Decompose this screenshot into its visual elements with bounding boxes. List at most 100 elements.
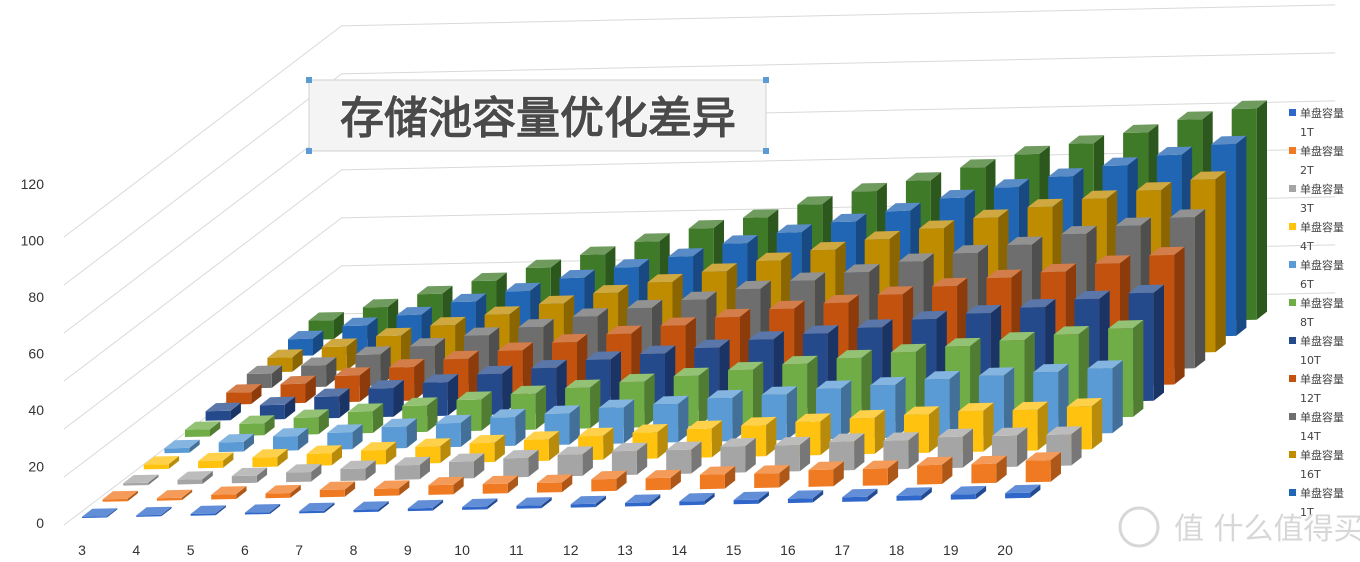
bar: [449, 453, 485, 479]
legend-item[interactable]: 单盘容量 4T: [1289, 220, 1344, 253]
bar: [679, 492, 715, 506]
bar-side: [277, 448, 288, 467]
bar: [666, 441, 702, 475]
bar-top: [932, 277, 968, 287]
bar-front: [862, 468, 888, 486]
resize-handle-tr[interactable]: [763, 77, 769, 83]
bar: [205, 402, 241, 421]
chart-title-box[interactable]: 存储池容量优化差异: [306, 77, 769, 154]
bar: [211, 486, 247, 500]
bar-side: [603, 427, 614, 460]
bar-front: [482, 483, 508, 494]
legend-item[interactable]: 单盘容量 8T: [1289, 296, 1344, 329]
legend-label-sub: 1T: [1300, 126, 1314, 139]
bar-top: [829, 433, 865, 442]
y-tick-label: 0: [36, 515, 44, 531]
legend-item[interactable]: 单盘容量 12T: [1289, 372, 1344, 405]
legend-item[interactable]: 单盘容量 3T: [1289, 182, 1344, 215]
bar-top: [1169, 209, 1206, 218]
bar-side: [264, 415, 275, 436]
legend-swatch: [1289, 223, 1296, 230]
bar: [299, 502, 335, 514]
bar-front: [340, 468, 366, 481]
bar-front: [557, 454, 583, 477]
bar-side: [833, 461, 844, 487]
bar-top: [898, 253, 934, 262]
bar-front: [407, 507, 433, 512]
bar-top: [361, 441, 397, 451]
bar-side: [460, 414, 472, 447]
bar-side: [168, 456, 180, 469]
bar-side: [535, 385, 547, 430]
x-tick-label: 17: [834, 542, 850, 558]
x-axis: 3 4 5 6 7 8 9 10 11 12 13 14 15 16 17 18 19 20: [78, 542, 1013, 558]
bar-side: [290, 484, 301, 498]
legend-item[interactable]: 单盘容量 14T: [1289, 410, 1344, 443]
legend-item[interactable]: 单盘容量 10T: [1289, 334, 1344, 367]
bar-side: [753, 361, 764, 425]
bar-top: [741, 416, 777, 426]
bar-front: [102, 498, 128, 502]
bar-top: [1061, 225, 1097, 235]
bar-side: [732, 389, 743, 442]
bar-top: [1012, 401, 1048, 411]
bar-top: [666, 441, 702, 451]
bar-top: [810, 241, 846, 251]
bar-side: [189, 439, 200, 453]
bar-top: [673, 367, 709, 377]
bar-top: [1033, 363, 1069, 373]
resize-handle-tl[interactable]: [306, 77, 312, 83]
legend-item[interactable]: 单盘容量 1T: [1289, 486, 1344, 519]
bar-side: [210, 421, 221, 437]
x-tick-label: 19: [943, 542, 959, 558]
bar-front: [164, 447, 190, 454]
bar: [185, 421, 221, 437]
legend-label-sub: 4T: [1300, 240, 1314, 253]
bar: [950, 485, 987, 500]
bar-side: [269, 504, 281, 514]
bar-side: [595, 495, 606, 508]
bar: [1025, 452, 1061, 483]
resize-handle-bl[interactable]: [306, 148, 312, 154]
bar-top: [917, 456, 953, 466]
bar-top: [754, 465, 790, 474]
bar-top: [939, 189, 975, 199]
resize-handle-br[interactable]: [763, 148, 769, 154]
legend-label-sub: 1T: [1300, 506, 1314, 519]
bar: [917, 456, 953, 485]
bar-top: [314, 388, 350, 397]
bar-top: [1156, 146, 1193, 156]
bar-top: [301, 357, 337, 366]
bar-top: [462, 498, 498, 508]
bar: [557, 446, 593, 477]
legend-item[interactable]: 单盘容量 16T: [1289, 448, 1344, 481]
bar-side: [365, 460, 376, 481]
bar: [353, 501, 389, 513]
bar-side: [1017, 427, 1028, 467]
bar-side: [243, 433, 254, 452]
bar-side: [256, 467, 268, 483]
bar: [394, 456, 430, 480]
bar-top: [205, 402, 241, 412]
legend-item[interactable]: 单盘容量 2T: [1289, 144, 1344, 177]
bar-side: [541, 497, 552, 509]
bar-top: [735, 280, 771, 290]
bar-top: [143, 456, 180, 465]
bar-top: [1123, 124, 1159, 133]
bar: [218, 433, 254, 453]
x-tick-label: 12: [563, 542, 579, 558]
bar-front: [917, 464, 943, 485]
bar-front: [123, 482, 149, 486]
bar-side: [745, 437, 756, 473]
bar-front: [625, 502, 650, 507]
bar-front: [353, 509, 379, 513]
bar-front: [226, 392, 252, 405]
legend-item[interactable]: 单盘容量 6T: [1289, 258, 1344, 291]
bar-top: [720, 437, 756, 447]
bar-top: [797, 196, 833, 205]
bar: [286, 463, 322, 483]
bar-side: [623, 399, 635, 444]
legend-item[interactable]: 单盘容量 1T: [1289, 106, 1344, 139]
y-tick-label: 100: [21, 233, 45, 249]
bar-top: [802, 325, 839, 334]
